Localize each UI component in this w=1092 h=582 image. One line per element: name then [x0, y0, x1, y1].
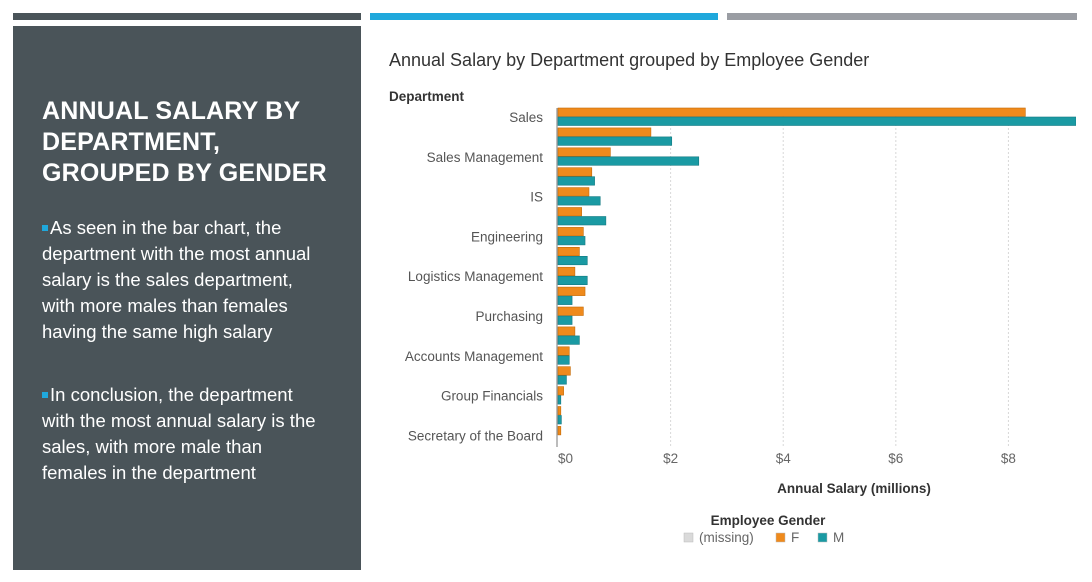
gridlines: [670, 108, 1009, 447]
bars: [557, 107, 1076, 436]
bar-M[interactable]: [557, 196, 601, 206]
bar-M[interactable]: [557, 335, 580, 345]
category-label: Sales Management: [427, 150, 544, 165]
bar-F[interactable]: [557, 326, 576, 336]
legend-label: (missing): [699, 530, 754, 545]
bar-M[interactable]: [557, 136, 673, 146]
bar-F[interactable]: [557, 167, 593, 177]
chart-area: Annual Salary by Department grouped by E…: [370, 26, 1076, 570]
bar-M[interactable]: [557, 315, 573, 325]
bullet-point: As seen in the bar chart, the department…: [42, 215, 327, 345]
bar-M[interactable]: [557, 395, 562, 405]
bar-F[interactable]: [557, 286, 586, 296]
legend-swatch: [817, 532, 828, 543]
bar-F[interactable]: [557, 247, 580, 257]
accent-bar-dark: [13, 13, 361, 20]
bar-F[interactable]: [557, 227, 584, 237]
accent-bar-gray: [727, 13, 1077, 20]
bar-M[interactable]: [557, 375, 567, 385]
bar-M[interactable]: [557, 176, 595, 186]
legend: (missing) F M: [683, 530, 844, 545]
bar-F[interactable]: [557, 127, 652, 137]
chart-title: Annual Salary by Department grouped by E…: [389, 50, 869, 70]
category-label: Sales: [509, 110, 543, 125]
category-label: Group Financials: [441, 389, 543, 404]
x-tick-labels: $0 $2 $4 $6 $8: [558, 451, 1016, 466]
bullet-point: In conclusion, the department with the m…: [42, 382, 327, 486]
legend-title: Employee Gender: [711, 513, 827, 528]
bar-M[interactable]: [557, 275, 588, 285]
x-tick-label: $2: [663, 451, 678, 466]
legend-label: F: [791, 530, 799, 545]
bar-F[interactable]: [557, 107, 1026, 117]
x-tick-label: $4: [776, 451, 792, 466]
category-label: Accounts Management: [405, 349, 543, 364]
y-axis-label: Department: [389, 89, 465, 104]
legend-swatch: [683, 532, 694, 543]
summary-panel: ANNUAL SALARY BY DEPARTMENT, GROUPED BY …: [13, 26, 361, 570]
slide-title: ANNUAL SALARY BY DEPARTMENT, GROUPED BY …: [42, 97, 327, 187]
x-tick-label: $0: [558, 451, 573, 466]
bar-M[interactable]: [557, 116, 1076, 126]
accent-bar-blue: [370, 13, 718, 20]
legend-label: M: [833, 530, 844, 545]
category-labels: Sales Sales Management IS Engineering Logist…: [405, 110, 543, 443]
bar-F[interactable]: [557, 187, 590, 197]
x-tick-label: $8: [1001, 451, 1016, 466]
category-label: IS: [530, 190, 543, 205]
bar-F[interactable]: [557, 386, 564, 396]
category-label: Secretary of the Board: [408, 428, 543, 443]
bar-F[interactable]: [557, 147, 611, 157]
legend-swatch: [775, 532, 786, 543]
bar-M[interactable]: [557, 415, 562, 425]
bar-F[interactable]: [557, 366, 571, 376]
x-tick-label: $6: [888, 451, 903, 466]
bullet-square-icon: [42, 392, 48, 398]
bar-M[interactable]: [557, 236, 586, 246]
bar-M[interactable]: [557, 156, 700, 166]
bullet-square-icon: [42, 225, 48, 231]
bullet-text: In conclusion, the department with the m…: [42, 384, 316, 483]
bar-M[interactable]: [557, 295, 573, 305]
category-label: Engineering: [471, 229, 543, 244]
bar-F[interactable]: [557, 426, 562, 436]
bar-M[interactable]: [557, 355, 570, 365]
bar-F[interactable]: [557, 306, 584, 316]
bar-F[interactable]: [557, 266, 576, 276]
bullet-text: As seen in the bar chart, the department…: [42, 217, 311, 342]
bar-F[interactable]: [557, 406, 562, 416]
bar-M[interactable]: [557, 216, 607, 226]
bar-chart: Annual Salary by Department grouped by E…: [389, 50, 1076, 545]
x-axis-label: Annual Salary (millions): [777, 481, 931, 496]
bar-F[interactable]: [557, 207, 582, 217]
category-label: Logistics Management: [408, 269, 543, 284]
bar-F[interactable]: [557, 346, 570, 356]
category-label: Purchasing: [475, 309, 543, 324]
bar-M[interactable]: [557, 256, 588, 266]
